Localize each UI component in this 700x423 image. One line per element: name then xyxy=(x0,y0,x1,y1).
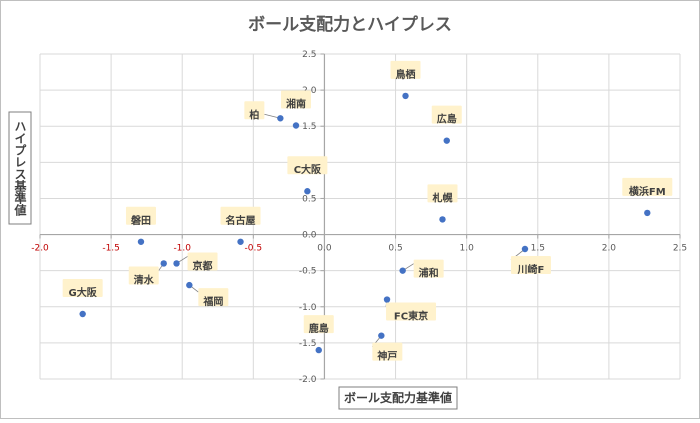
y-axis-label-box: ハイプレス基準値 xyxy=(8,111,32,225)
x-tick-label: 1.5 xyxy=(531,244,545,254)
data-label: 京都 xyxy=(193,259,213,272)
data-label-bg xyxy=(198,288,229,307)
data-point-G大阪 xyxy=(79,310,86,318)
y-tick-label: -2.0 xyxy=(299,375,317,385)
y-tick-label: -1.5 xyxy=(299,339,317,349)
data-label: C大阪 xyxy=(294,163,322,176)
y-tick-label: -0.5 xyxy=(299,267,317,277)
data-point-鹿島 xyxy=(315,346,322,354)
data-label-bg xyxy=(62,279,103,297)
data-label: 柏 xyxy=(249,108,259,121)
x-axis-label-box: ボール支配力基準値 xyxy=(338,386,458,410)
x-tick-label: 0.0 xyxy=(317,244,332,254)
data-label-bg xyxy=(390,60,421,79)
data-label-bg xyxy=(281,90,311,109)
data-label-bg xyxy=(386,302,437,321)
data-label: 清水 xyxy=(134,273,155,286)
x-axis-label: ボール支配力基準値 xyxy=(344,390,452,405)
data-label-bg xyxy=(413,259,444,278)
data-label: 横浜FM xyxy=(629,185,666,198)
y-tick-label: -1.0 xyxy=(299,303,317,313)
x-tick-label: -1.5 xyxy=(102,244,120,254)
data-label-bg xyxy=(510,256,551,274)
data-point-FC東京 xyxy=(383,296,391,303)
data-point-札幌 xyxy=(439,216,446,223)
data-label-bg xyxy=(431,105,462,124)
grid xyxy=(39,53,681,380)
x-tick-label: -0.5 xyxy=(245,244,263,254)
data-label: 川崎F xyxy=(517,263,545,276)
x-tick-label: 0.5 xyxy=(388,244,402,254)
data-label-bg xyxy=(372,342,403,361)
y-tick-label: 1.5 xyxy=(302,122,316,132)
data-label: 札幌 xyxy=(431,191,452,204)
data-label: 名古屋 xyxy=(226,214,256,227)
data-points xyxy=(79,92,651,354)
x-tick-label: 2.0 xyxy=(602,244,617,254)
data-point-磐田 xyxy=(137,238,145,245)
data-point-浦和 xyxy=(399,267,406,274)
data-label: 鳥栖 xyxy=(396,68,416,81)
y-tick-label: 2.5 xyxy=(302,50,316,60)
data-label-bg xyxy=(125,206,156,225)
data-label: 磐田 xyxy=(131,214,151,227)
data-label: G大阪 xyxy=(69,286,98,299)
y-tick-label: 0.0 xyxy=(302,231,317,241)
x-tick-label: 2.5 xyxy=(673,244,687,254)
data-label: 広島 xyxy=(437,113,457,126)
data-point-福岡 xyxy=(186,281,193,289)
data-label-bg xyxy=(187,252,218,271)
data-point-湘南 xyxy=(292,122,300,129)
data-label-bg xyxy=(128,266,159,285)
data-point-名古屋 xyxy=(237,238,244,245)
data-label-bg xyxy=(622,177,673,196)
data-point-鳥栖 xyxy=(402,92,409,100)
data-label: 鹿島 xyxy=(309,322,329,335)
data-label: 神戸 xyxy=(377,350,397,363)
data-label: 浦和 xyxy=(419,267,439,280)
x-tick-label: -2.0 xyxy=(31,244,49,254)
data-point-広島 xyxy=(443,137,450,144)
data-point-C大阪 xyxy=(304,188,311,195)
data-label-bg xyxy=(220,206,261,225)
data-point-川崎F xyxy=(521,245,529,253)
y-axis-label: ハイプレス基準値 xyxy=(13,120,27,217)
data-label: 福岡 xyxy=(202,295,223,308)
data-point-京都 xyxy=(173,260,180,267)
data-point-神戸 xyxy=(378,332,385,339)
data-label-bg xyxy=(427,184,458,203)
data-label: 湘南 xyxy=(286,98,306,111)
data-point-横浜FM xyxy=(644,209,651,217)
data-point-清水 xyxy=(160,260,167,267)
data-label-bg xyxy=(287,156,328,175)
chart-title: ボール支配力とハイプレス xyxy=(248,14,452,35)
data-label-bg xyxy=(303,315,334,334)
data-point-柏 xyxy=(277,115,284,122)
x-tick-label: -1.0 xyxy=(173,244,191,254)
x-tick-label: 1.0 xyxy=(460,244,475,254)
data-label: FC東京 xyxy=(394,310,428,323)
y-tick-label: 0.5 xyxy=(302,194,316,204)
data-label-bg xyxy=(244,101,265,120)
